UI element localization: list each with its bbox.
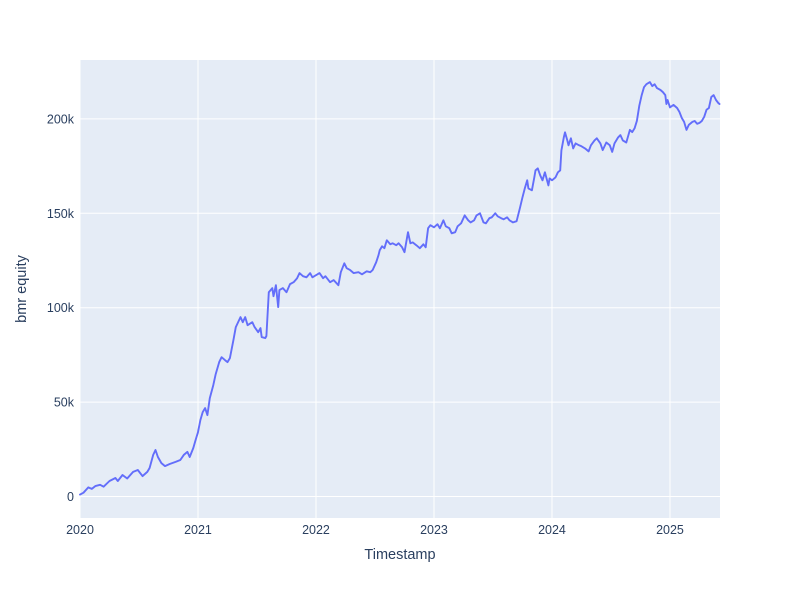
y-tick-label: 100k [47,301,75,315]
x-tick-label: 2020 [66,523,94,537]
y-tick-label: 50k [54,396,75,410]
equity-line-series [79,81,721,496]
y-tick-label: 150k [47,207,75,221]
x-tick-label: 2022 [302,523,330,537]
y-tick-label: 200k [47,112,75,126]
x-tick-label: 2025 [656,523,684,537]
x-tick-label: 2023 [420,523,448,537]
x-tick-label: 2021 [184,523,212,537]
gridlines [79,60,720,518]
plot-area[interactable] [80,60,720,518]
y-tick-label: 0 [67,490,74,504]
axis-tick-labels: 2020 2021 2022 2023 2024 2025 0 50k 100k 150k 200k [47,112,684,537]
x-tick-label: 2024 [538,523,566,537]
x-axis-title: Timestamp [364,547,435,563]
y-axis-title: bmr equity [14,254,30,322]
